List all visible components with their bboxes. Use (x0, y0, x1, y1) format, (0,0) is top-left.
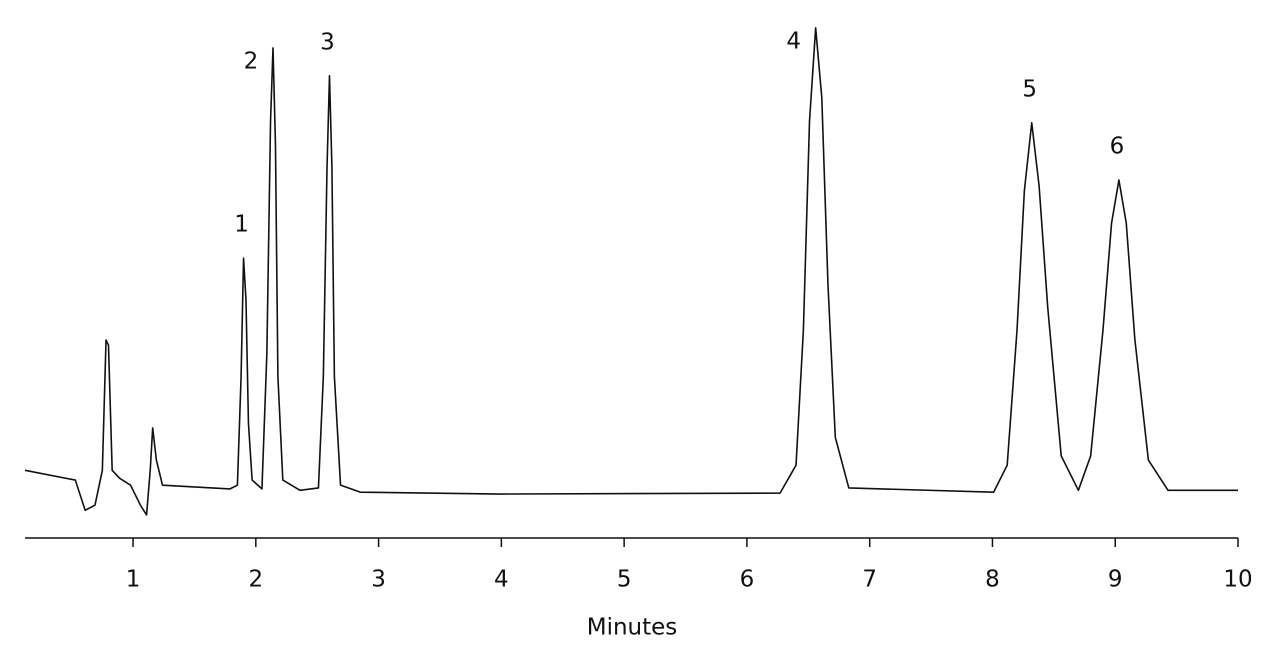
x-tick-label: 8 (985, 567, 1000, 593)
peak-label: 3 (320, 29, 335, 55)
peak-label: 6 (1110, 134, 1125, 160)
x-tick-label: 1 (126, 567, 141, 593)
peak-label: 5 (1022, 76, 1037, 102)
x-tick-label: 9 (1108, 567, 1123, 593)
peak-label: 4 (786, 28, 801, 54)
x-tick-label: 5 (617, 567, 632, 593)
x-tick-label: 3 (371, 567, 386, 593)
x-axis-label: Minutes (587, 615, 678, 641)
x-tick-label: 10 (1223, 567, 1252, 593)
trace (24, 27, 1238, 516)
x-tick-label: 4 (494, 567, 509, 593)
x-tick-label: 2 (248, 567, 263, 593)
peak-label: 2 (244, 48, 259, 74)
x-tick-label: 7 (862, 567, 877, 593)
peak-label: 1 (234, 212, 249, 238)
x-tick-label: 6 (740, 567, 755, 593)
